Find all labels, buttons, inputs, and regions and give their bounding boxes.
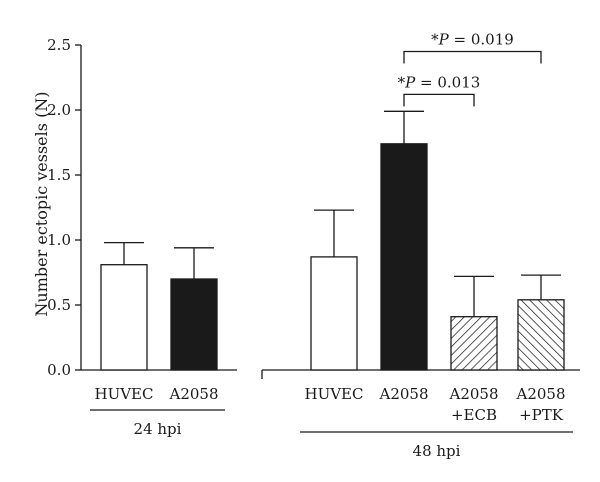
group-label: 24 hpi — [134, 420, 182, 438]
category-label: A2058 — [515, 385, 565, 403]
category-sublabel: +PTK — [519, 406, 564, 424]
category-label: A2058 — [168, 385, 218, 403]
significance-label: *P = 0.019 — [431, 31, 514, 49]
significance-bracket — [403, 93, 475, 107]
bar-4 — [380, 143, 428, 371]
significance-bracket — [403, 50, 542, 64]
error-bars — [104, 110, 561, 317]
category-label: HUVEC — [95, 385, 154, 403]
group-label: 48 hpi — [413, 442, 461, 460]
y-tick-label: 2.0 — [47, 101, 71, 119]
bar-6 — [517, 299, 565, 371]
bars — [100, 143, 565, 371]
category-label: A2058 — [448, 385, 498, 403]
y-tick-label: 0.0 — [47, 361, 71, 379]
y-tick-label: 2.5 — [47, 36, 71, 54]
y-tick-label: 1.5 — [47, 166, 71, 184]
category-label: HUVEC — [305, 385, 364, 403]
category-sublabel: +ECB — [451, 406, 497, 424]
significance-pvalue-number: = 0.019 — [449, 31, 514, 49]
bar-1 — [100, 264, 148, 371]
significance-pvalue: P — [404, 73, 416, 91]
bar-3 — [310, 256, 358, 371]
y-tick-label: 0.5 — [47, 296, 71, 314]
significance-label: *P = 0.013 — [398, 73, 481, 91]
bar-5 — [450, 316, 498, 371]
y-tick-label: 1.0 — [47, 231, 71, 249]
y-axis-label: Number ectopic vessels (N) — [32, 91, 51, 316]
category-label: A2058 — [378, 385, 428, 403]
significance-star: * — [431, 31, 439, 49]
significance-brackets: *P = 0.013*P = 0.019 — [398, 31, 542, 107]
significance-pvalue: P — [438, 31, 450, 49]
bar-2 — [170, 278, 218, 371]
category-labels: HUVEC A2058 HUVEC A2058 A2058 +ECB A2058 +PTK 24… — [90, 385, 573, 460]
significance-pvalue-number: = 0.013 — [415, 73, 480, 91]
significance-star: * — [398, 73, 406, 91]
